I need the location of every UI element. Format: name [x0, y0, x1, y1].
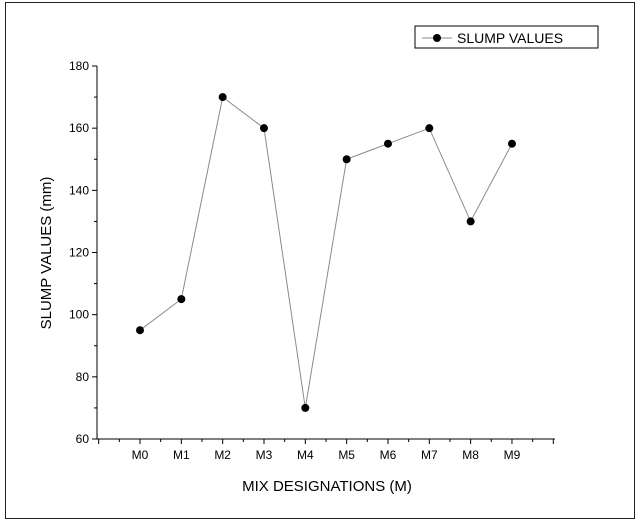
data-point — [507, 139, 516, 148]
data-point — [218, 93, 227, 102]
data-point — [136, 326, 144, 335]
y-tick-label: 140 — [69, 183, 89, 197]
x-tick-label: M7 — [421, 448, 438, 462]
y-axis-ticks: 60 80 100 120 140 160 180 — [69, 59, 97, 446]
legend: SLUMP VALUES — [414, 25, 599, 49]
x-axis-ticks: M0 M1 M2 M3 M4 M5 M6 M7 M8 M9 — [98, 439, 554, 462]
x-tick-label: M4 — [297, 448, 314, 462]
data-point — [342, 155, 351, 164]
x-tick-label: M6 — [380, 448, 397, 462]
data-point — [301, 403, 310, 412]
y-tick-label: 100 — [69, 308, 89, 322]
legend-label: SLUMP VALUES — [457, 30, 563, 46]
x-tick-label: M0 — [132, 448, 149, 462]
data-point — [177, 295, 186, 304]
chart-frame — [5, 2, 635, 519]
series-line — [139, 96, 513, 408]
x-tick-label: M9 — [504, 448, 521, 462]
data-point — [383, 139, 392, 148]
axes — [96, 66, 555, 440]
y-tick-label: 120 — [69, 246, 89, 260]
x-tick-label: M8 — [462, 448, 479, 462]
y-tick-label: 180 — [69, 59, 89, 73]
data-point — [425, 124, 434, 133]
data-point — [466, 217, 475, 226]
x-axis-title: MIX DESIGNATIONS (M) — [242, 478, 412, 495]
x-tick-label: M1 — [173, 448, 190, 462]
x-tick-label: M3 — [256, 448, 273, 462]
data-point — [259, 124, 268, 133]
y-axis-title: SLUMP VALUES (mm) — [38, 177, 55, 330]
y-tick-label: 80 — [76, 370, 90, 384]
y-tick-label: 60 — [76, 432, 90, 446]
legend-box — [414, 25, 599, 49]
x-tick-label: M5 — [338, 448, 355, 462]
y-tick-label: 160 — [69, 121, 89, 135]
x-tick-label: M2 — [214, 448, 231, 462]
legend-marker — [433, 34, 441, 42]
series-slump-values — [136, 93, 516, 412]
